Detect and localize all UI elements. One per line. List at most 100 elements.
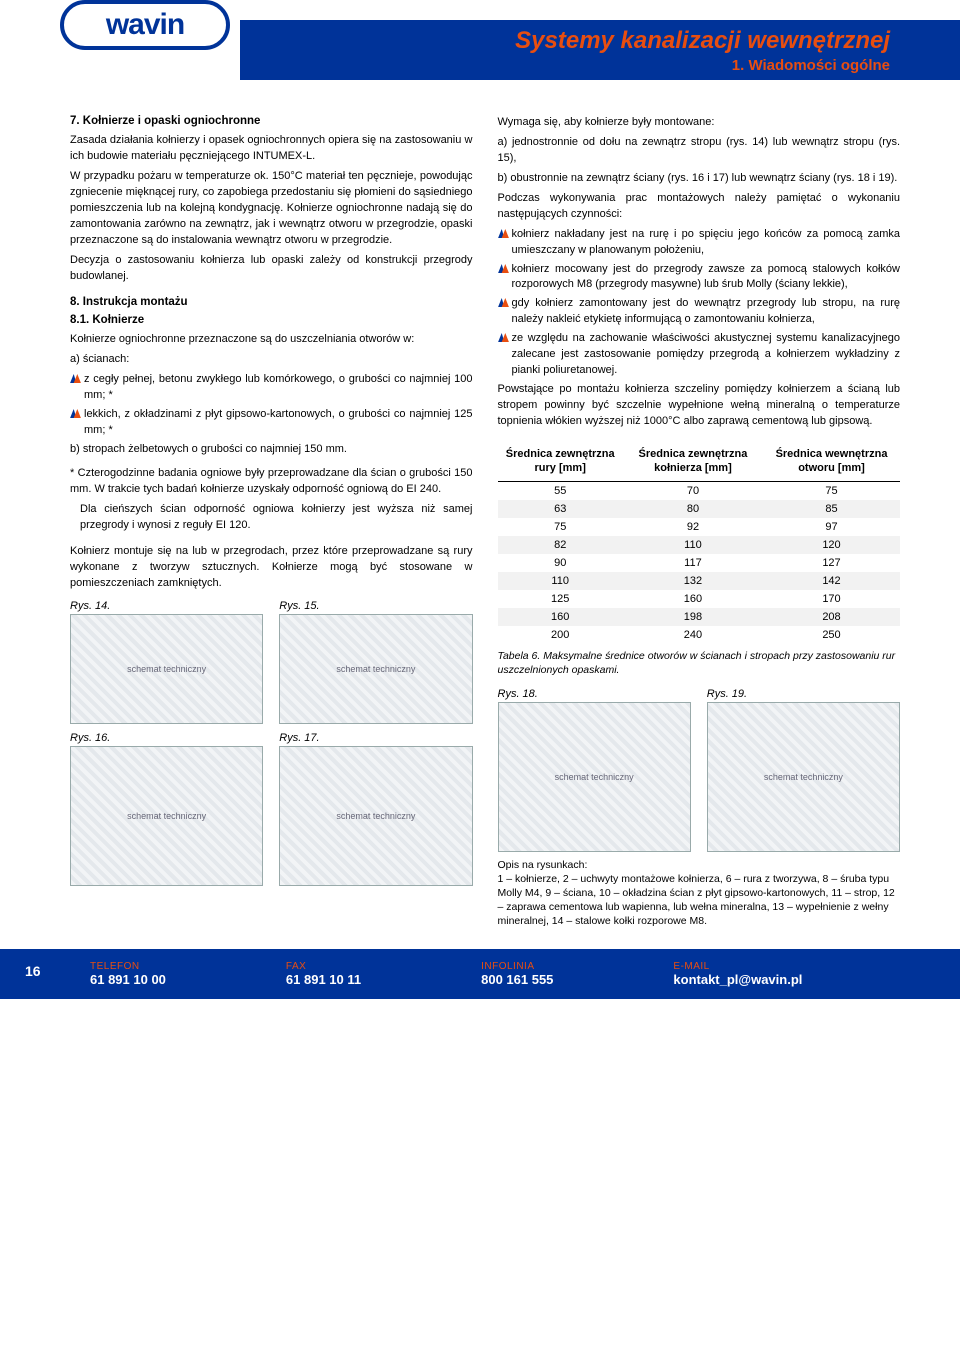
table-header: Średnica wewnętrzna otworu [mm]: [763, 444, 900, 482]
page-root: wavin Systemy kanalizacji wewnętrznej 1.…: [0, 0, 960, 1059]
paragraph: W przypadku pożaru w temperaturze ok. 15…: [70, 169, 473, 249]
figure-placeholder: schemat techniczny: [70, 746, 263, 886]
table-header: Średnica zewnętrzna rury [mm]: [498, 444, 623, 482]
figure-row: Rys. 16. schemat techniczny Rys. 17. sch…: [70, 732, 473, 886]
footer-infolinia: INFOLINIA 800 161 555: [481, 961, 553, 987]
page-header: wavin Systemy kanalizacji wewnętrznej 1.…: [0, 0, 960, 90]
table-cell: 250: [763, 626, 900, 644]
figure-row: Rys. 18. schemat techniczny Rys. 19. sch…: [498, 688, 901, 852]
figure-16: Rys. 16. schemat techniczny: [70, 732, 263, 886]
footer-email: E-MAIL kontakt_pl@wavin.pl: [673, 961, 802, 987]
footnote: * Czterogodzinne badania ogniowe były pr…: [70, 466, 473, 498]
footer-fax: FAX 61 891 10 11: [286, 961, 361, 987]
table-cell: 82: [498, 536, 623, 554]
footer-label: FAX: [286, 961, 361, 972]
bullet-icon: [70, 372, 84, 383]
figure-placeholder: schemat techniczny: [279, 614, 472, 724]
figure-15: Rys. 15. schemat techniczny: [279, 600, 472, 724]
footnote: Dla cieńszych ścian odporność ogniowa ko…: [70, 502, 473, 534]
bullet-item: gdy kołnierz zamontowany jest do wewnątr…: [498, 296, 901, 328]
document-subtitle: 1. Wiadomości ogólne: [732, 57, 890, 74]
figure-placeholder: schemat techniczny: [707, 702, 900, 852]
paragraph: Wymaga się, aby kołnierze były montowane…: [498, 115, 901, 131]
bullet-text: gdy kołnierz zamontowany jest do wewnątr…: [512, 296, 901, 328]
table-cell: 198: [623, 608, 763, 626]
table-cell: 160: [623, 590, 763, 608]
dimensions-table: Średnica zewnętrzna rury [mm] Średnica z…: [498, 444, 901, 645]
table-cell: 170: [763, 590, 900, 608]
page-footer: 16 TELEFON 61 891 10 00 FAX 61 891 10 11…: [0, 949, 960, 999]
table-cell: 110: [623, 536, 763, 554]
table-cell: 63: [498, 500, 623, 518]
table-cell: 75: [763, 482, 900, 501]
paragraph: Kołnierze ogniochronne przeznaczone są d…: [70, 332, 473, 348]
brand-logo: wavin: [60, 0, 230, 50]
bullet-text: kołnierz mocowany jest do przegrody zaws…: [512, 262, 901, 294]
figure-18: Rys. 18. schemat techniczny: [498, 688, 691, 852]
table-cell: 142: [763, 572, 900, 590]
figure-placeholder: schemat techniczny: [279, 746, 472, 886]
figure-legend: Opis na rysunkach: 1 – kołnierze, 2 – uc…: [498, 858, 901, 929]
bullet-text: z cegły pełnej, betonu zwykłego lub komó…: [84, 372, 473, 404]
figure-19: Rys. 19. schemat techniczny: [707, 688, 900, 852]
figure-17: Rys. 17. schemat techniczny: [279, 732, 472, 886]
figure-label: Rys. 18.: [498, 688, 691, 700]
paragraph: Powstające po montażu kołnierza szczelin…: [498, 382, 901, 430]
figure-placeholder: schemat techniczny: [498, 702, 691, 852]
table-cell: 55: [498, 482, 623, 501]
footer-label: TELEFON: [90, 961, 166, 972]
figure-label: Rys. 19.: [707, 688, 900, 700]
bullet-icon: [498, 262, 512, 273]
table-caption: Tabela 6. Maksymalne średnice otworów w …: [498, 650, 901, 677]
bullet-text: kołnierz nakładany jest na rurę i po spi…: [512, 227, 901, 259]
table-cell: 110: [498, 572, 623, 590]
left-column: 7. Kołnierze i opaski ogniochronne Zasad…: [70, 115, 473, 929]
footer-label: E-MAIL: [673, 961, 802, 972]
table-cell: 70: [623, 482, 763, 501]
heading-8: 8. Instrukcja montażu: [70, 296, 473, 308]
title-bar: Systemy kanalizacji wewnętrznej 1. Wiado…: [240, 20, 960, 80]
table-cell: 80: [623, 500, 763, 518]
bullet-item: ze względu na zachowanie właściwości aku…: [498, 331, 901, 379]
table-cell: 97: [763, 518, 900, 536]
bullet-text: lekkich, z okładzinami z płyt gipsowo-ka…: [84, 407, 473, 439]
table-row: 759297: [498, 518, 901, 536]
table-header: Średnica zewnętrzna kołnierza [mm]: [623, 444, 763, 482]
table-row: 160198208: [498, 608, 901, 626]
table-cell: 117: [623, 554, 763, 572]
document-title: Systemy kanalizacji wewnętrznej: [515, 27, 890, 55]
table-row: 200240250: [498, 626, 901, 644]
bullet-item: kołnierz nakładany jest na rurę i po spi…: [498, 227, 901, 259]
bullet-icon: [70, 407, 84, 418]
bullet-icon: [498, 331, 512, 342]
figure-label: Rys. 17.: [279, 732, 472, 744]
bullet-item: lekkich, z okładzinami z płyt gipsowo-ka…: [70, 407, 473, 439]
footer-value: 61 891 10 00: [90, 972, 166, 987]
table-cell: 125: [498, 590, 623, 608]
heading-8-1: 8.1. Kołnierze: [70, 314, 473, 326]
table-cell: 90: [498, 554, 623, 572]
list-label-b: b) stropach żelbetowych o grubości co na…: [70, 442, 473, 458]
table-row: 557075: [498, 482, 901, 501]
table-row: 110132142: [498, 572, 901, 590]
table-row: 638085: [498, 500, 901, 518]
table-cell: 127: [763, 554, 900, 572]
figure-placeholder: schemat techniczny: [70, 614, 263, 724]
bullet-text: ze względu na zachowanie właściwości aku…: [512, 331, 901, 379]
footer-telefon: TELEFON 61 891 10 00: [90, 961, 166, 987]
footer-value: 800 161 555: [481, 972, 553, 987]
list-label-a: a) ścianach:: [70, 352, 473, 368]
figure-label: Rys. 15.: [279, 600, 472, 612]
figure-label: Rys. 16.: [70, 732, 263, 744]
right-column: Wymaga się, aby kołnierze były montowane…: [498, 115, 901, 929]
bullet-icon: [498, 296, 512, 307]
body-columns: 7. Kołnierze i opaski ogniochronne Zasad…: [0, 90, 960, 949]
footer-value: kontakt_pl@wavin.pl: [673, 972, 802, 987]
page-number: 16: [25, 963, 41, 979]
bullet-item: kołnierz mocowany jest do przegrody zaws…: [498, 262, 901, 294]
table-cell: 85: [763, 500, 900, 518]
table-row: 90117127: [498, 554, 901, 572]
legend-heading: Opis na rysunkach:: [498, 859, 588, 871]
table-cell: 132: [623, 572, 763, 590]
list-item-a: a) jednostronnie od dołu na zewnątrz str…: [498, 135, 901, 167]
